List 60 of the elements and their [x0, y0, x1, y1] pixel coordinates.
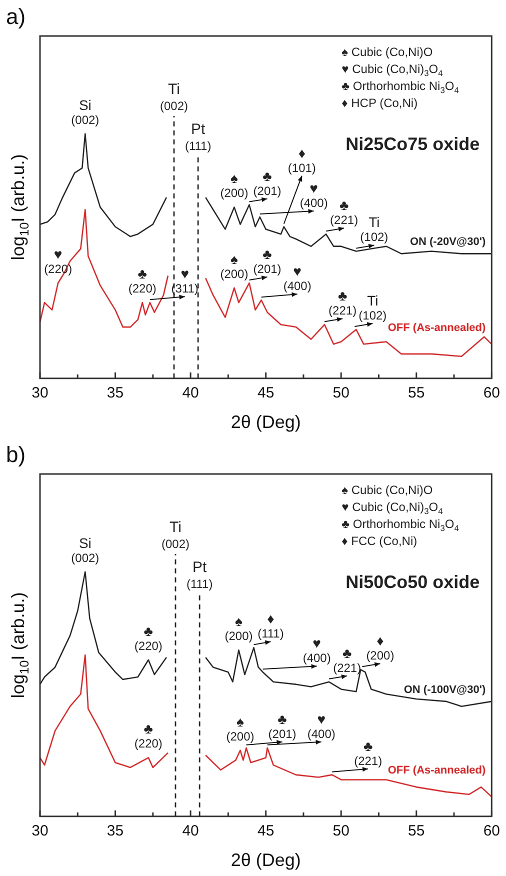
annotation: Si (002): [71, 534, 100, 565]
annotation: ♥ (400): [302, 635, 331, 666]
annotation: ♠ (200): [220, 250, 248, 281]
x-tick-label: 50: [332, 822, 350, 840]
series-label: ON (-100V@30'): [404, 684, 486, 696]
x-tick-label: 30: [32, 822, 48, 840]
chart-title: b): [6, 442, 26, 467]
annotation: ♠ (200): [224, 613, 253, 644]
text: ♠ Cubic (Co,Ni)O: [342, 483, 433, 497]
annotation: ♥ (400): [283, 263, 312, 294]
annotation: ♣ (220): [134, 720, 162, 751]
series-label: OFF (As-annealed): [388, 322, 486, 334]
x-tick-label: 40: [182, 384, 199, 402]
annotation: Ti (102): [360, 214, 388, 244]
annotation: ♣ (220): [134, 622, 162, 653]
annotation: ♣ (201): [268, 710, 296, 741]
ref-line-label: Ti (002): [160, 81, 188, 113]
x-tick-label: 60: [483, 822, 500, 840]
annotation: ♣ (221): [354, 738, 382, 768]
annotation: ♣ (221): [330, 197, 358, 228]
annotation: ♠ (200): [226, 713, 254, 744]
x-tick-label: 45: [257, 822, 274, 840]
text: ♦ FCC (Co,Ni): [342, 534, 418, 548]
text: ♠ Cubic (Co,Ni)O: [342, 45, 433, 59]
annotation: ♣ (221): [328, 288, 357, 318]
ref-line-label: Ti (002): [161, 519, 190, 551]
annotation: Ni25Co75 oxide: [346, 134, 480, 154]
series-label: OFF (As-annealed): [388, 764, 486, 777]
annotation: ♦ (200): [366, 632, 394, 663]
x-tick-label: 35: [106, 822, 124, 840]
annotation: ♠ (200): [220, 170, 248, 200]
ref-line-label: Pt (111): [186, 559, 213, 591]
x-tick-label: 30: [32, 384, 48, 402]
ref-line-label: Pt (111): [184, 121, 212, 153]
annotation: ♣ (220): [128, 266, 156, 296]
annotation: ♥ (400): [300, 180, 328, 210]
x-axis-title: 2θ (Deg): [230, 412, 301, 432]
annotation: ♥ (400): [307, 710, 336, 741]
annotation: ♣ (221): [333, 644, 362, 675]
x-tick-label: 45: [257, 384, 274, 402]
annotation: Ni50Co50 oxide: [346, 572, 480, 592]
annotation: ♦ (111): [258, 610, 284, 641]
y-axis-title: log10I (arb.u.): [8, 154, 32, 260]
x-tick-label: 35: [106, 384, 124, 402]
x-tick-label: 55: [408, 822, 425, 840]
x-tick-label: 50: [332, 384, 350, 402]
x-axis-title: 2θ (Deg): [230, 850, 301, 870]
x-tick-label: 40: [182, 822, 199, 840]
x-tick-label: 55: [408, 384, 425, 402]
y-axis-title: log10I (arb.u.): [8, 592, 32, 698]
text: ♦ HCP (Co,Ni): [342, 96, 418, 110]
annotation: ♣ (201): [253, 246, 282, 276]
annotation: ♥ (311): [171, 266, 198, 296]
annotation: ♦ (101): [288, 144, 316, 175]
annotation: Ti (102): [358, 292, 387, 322]
series-label: ON (-20V@30'): [410, 236, 486, 248]
annotation: ♣ (201): [253, 168, 282, 198]
chart-title: a): [6, 4, 26, 29]
annotation: Si (002): [71, 96, 100, 127]
x-tick-label: 60: [483, 384, 500, 402]
